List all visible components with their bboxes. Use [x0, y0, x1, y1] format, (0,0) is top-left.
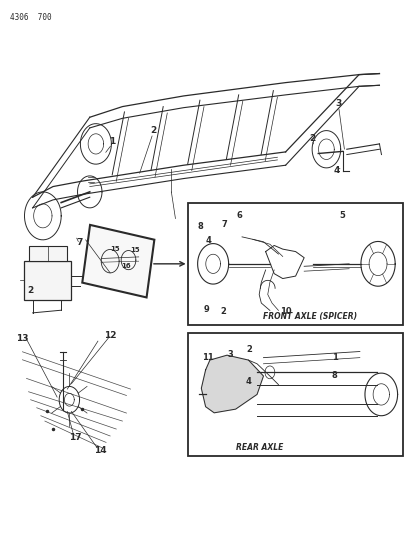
Text: 3: 3 [228, 350, 233, 359]
Text: 4: 4 [246, 377, 252, 385]
Text: 5: 5 [340, 212, 346, 220]
Text: 4306  700: 4306 700 [10, 13, 52, 22]
Text: 6: 6 [237, 212, 243, 220]
Text: FRONT AXLE (SPICER): FRONT AXLE (SPICER) [264, 312, 357, 321]
Text: 3: 3 [335, 100, 342, 108]
Text: 10: 10 [280, 308, 291, 316]
Text: 9: 9 [203, 305, 209, 313]
Text: 12: 12 [104, 332, 116, 340]
Text: 4: 4 [205, 237, 211, 245]
Polygon shape [202, 355, 264, 413]
Bar [188, 203, 403, 325]
Text: 7: 7 [76, 238, 83, 247]
Text: 8: 8 [197, 222, 203, 231]
Bar [24, 261, 71, 300]
Text: 2: 2 [309, 134, 315, 143]
Text: 1: 1 [109, 137, 115, 146]
Bar [188, 333, 403, 456]
Text: REAR AXLE: REAR AXLE [236, 443, 283, 453]
Polygon shape [82, 225, 154, 297]
Text: 13: 13 [16, 334, 29, 343]
Text: 2: 2 [150, 126, 156, 135]
Text: 15: 15 [110, 246, 120, 252]
Text: 11: 11 [202, 353, 214, 361]
Text: 1: 1 [332, 353, 337, 361]
Text: 17: 17 [69, 433, 82, 441]
Text: 2: 2 [246, 345, 252, 353]
Text: 14: 14 [94, 446, 106, 455]
Text: 2: 2 [27, 286, 34, 295]
Text: 2: 2 [221, 308, 226, 316]
Text: 15: 15 [130, 247, 140, 253]
Bar [29, 246, 67, 261]
Text: 16: 16 [121, 263, 131, 269]
Text: 8: 8 [332, 372, 337, 380]
Text: 4: 4 [333, 166, 340, 175]
Text: 7: 7 [222, 221, 227, 229]
